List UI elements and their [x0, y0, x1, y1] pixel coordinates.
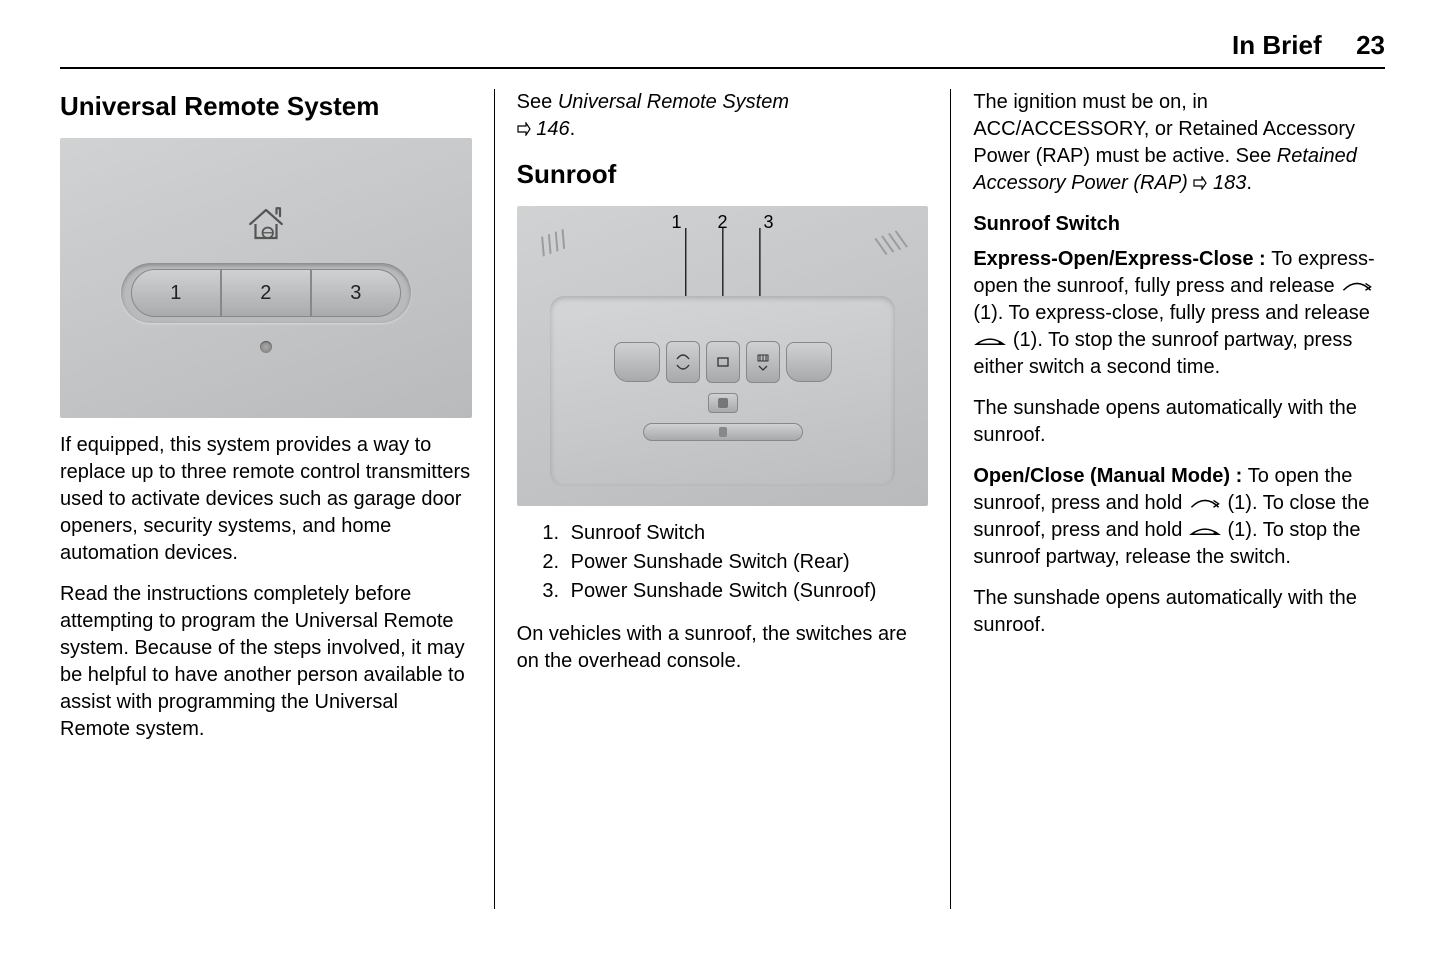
indicator-led-icon: [260, 341, 272, 353]
content-columns: Universal Remote System 1 2 3 If equippe…: [60, 89, 1385, 909]
sunroof-switch: [666, 341, 700, 383]
rap-ref-page: 183: [1213, 172, 1246, 194]
rap-ref-period: .: [1246, 172, 1252, 194]
shade-up-icon: [756, 353, 770, 363]
sunroof-open-icon: [1340, 278, 1374, 294]
remote-button-2: 2: [221, 269, 311, 317]
remote-para-2: Read the instructions completely before …: [60, 581, 472, 743]
legend-item-1: Sunroof Switch: [565, 520, 929, 547]
sunroof-switch-row: [614, 341, 832, 383]
page-header: In Brief 23: [60, 30, 1385, 69]
sunroof-close-icon: [973, 332, 1007, 348]
shade-icon: [716, 356, 730, 368]
see-universal-remote: See Universal Remote System 146.: [517, 89, 929, 143]
legend-item-2: Power Sunshade Switch (Rear): [565, 549, 929, 576]
ignition-requirement-para: The ignition must be on, in ACC/ACCESSOR…: [973, 89, 1385, 197]
xref-arrow-icon: [517, 122, 531, 136]
column-2: See Universal Remote System 146. Sunroof…: [495, 89, 952, 909]
sunshade-sunroof-switch: [746, 341, 780, 383]
figure-sunroof: 1 2 3 //// \\\\: [517, 206, 929, 506]
center-button: [708, 393, 738, 413]
remote-para-1: If equipped, this system provides a way …: [60, 432, 472, 567]
sunroof-legend-list: Sunroof Switch Power Sunshade Switch (Re…: [565, 520, 929, 605]
remote-button-1: 1: [131, 269, 221, 317]
house-icon: [245, 203, 287, 245]
express-open-close-para: Express-Open/Express-Close : To express-…: [973, 246, 1385, 381]
subheading-sunroof-switch: Sunroof Switch: [973, 211, 1385, 238]
header-page-number: 23: [1356, 30, 1385, 61]
column-1: Universal Remote System 1 2 3 If equippe…: [60, 89, 495, 909]
column-3: The ignition must be on, in ACC/ACCESSOR…: [951, 89, 1385, 909]
sunroof-close-icon: [1188, 522, 1222, 538]
see-prefix: See: [517, 91, 558, 113]
remote-button-3: 3: [311, 269, 401, 317]
header-section: In Brief: [1232, 30, 1322, 61]
map-light-left: [614, 342, 660, 382]
open-arrow-icon: [675, 351, 691, 361]
chevron-down-icon: [758, 365, 768, 371]
see-ref-period: .: [570, 118, 576, 140]
express-text-b: (1). To express-close, fully press and r…: [973, 302, 1369, 324]
heading-universal-remote: Universal Remote System: [60, 89, 472, 124]
figure-universal-remote: 1 2 3: [60, 138, 472, 418]
sunshade-auto-para-2: The sunshade opens automatically with th…: [973, 585, 1385, 639]
manual-label: Open/Close (Manual Mode) :: [973, 465, 1247, 487]
close-arrow-icon: [675, 363, 691, 373]
overhead-console-panel: [550, 296, 896, 486]
see-ref-page: 146: [536, 118, 569, 140]
legend-item-3: Power Sunshade Switch (Sunroof): [565, 578, 929, 605]
express-text-c: (1). To stop the sunroof partway, press …: [973, 329, 1352, 378]
sunroof-open-icon: [1188, 495, 1222, 511]
see-ref-title: Universal Remote System: [558, 91, 789, 113]
latch-icon: [719, 427, 727, 437]
heading-sunroof: Sunroof: [517, 157, 929, 192]
sunglass-compartment: [643, 423, 803, 441]
sunshade-auto-para-1: The sunshade opens automatically with th…: [973, 395, 1385, 449]
manual-mode-para: Open/Close (Manual Mode) : To open the s…: [973, 463, 1385, 571]
square-icon: [718, 398, 728, 408]
express-label: Express-Open/Express-Close :: [973, 248, 1271, 270]
map-light-right: [786, 342, 832, 382]
remote-button-row: 1 2 3: [121, 263, 411, 323]
sunshade-rear-switch: [706, 341, 740, 383]
xref-arrow-icon: [1193, 176, 1207, 190]
sunroof-location-para: On vehicles with a sunroof, the switches…: [517, 621, 929, 675]
